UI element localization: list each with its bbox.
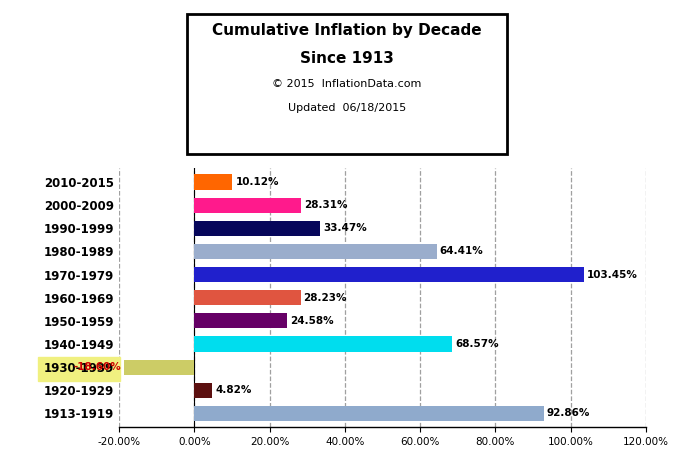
Text: © 2015  InflationData.com: © 2015 InflationData.com [272, 79, 422, 89]
Text: -18.60%: -18.60% [73, 362, 121, 372]
Text: Cumulative Inflation by Decade: Cumulative Inflation by Decade [212, 23, 481, 38]
Text: Since 1913: Since 1913 [300, 51, 394, 66]
Bar [124, 360, 194, 375]
Text: 103.45%: 103.45% [587, 269, 638, 280]
Text: 28.23%: 28.23% [303, 293, 347, 303]
Bar [194, 244, 437, 259]
Bar [194, 175, 233, 190]
Bar [194, 290, 301, 305]
Text: 33.47%: 33.47% [323, 223, 367, 234]
Text: 24.58%: 24.58% [290, 316, 333, 326]
Text: 64.41%: 64.41% [440, 247, 483, 256]
Text: 92.86%: 92.86% [547, 409, 590, 418]
Bar [194, 383, 212, 398]
Bar [194, 198, 301, 212]
Text: 68.57%: 68.57% [456, 339, 499, 349]
Text: 10.12%: 10.12% [235, 177, 279, 187]
Bar [194, 337, 452, 352]
Text: 4.82%: 4.82% [216, 385, 252, 395]
Bar [194, 406, 544, 421]
Bar [194, 221, 320, 236]
Bar [194, 267, 583, 282]
Text: Updated  06/18/2015: Updated 06/18/2015 [288, 103, 406, 113]
Text: 28.31%: 28.31% [304, 200, 347, 210]
Bar [194, 313, 287, 328]
